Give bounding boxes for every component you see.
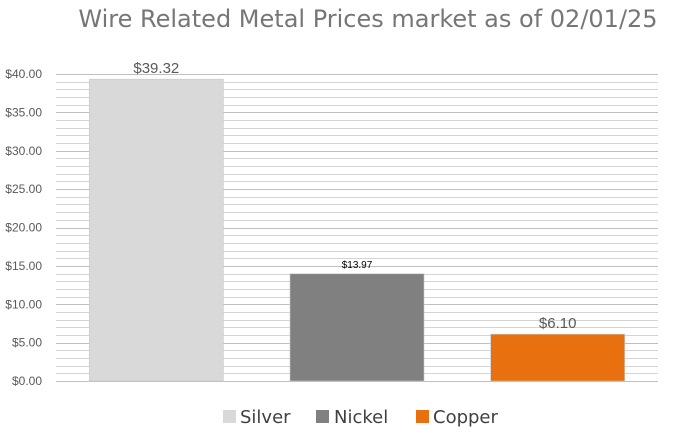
bars — [89, 78, 625, 382]
data-label-copper: $6.10 — [539, 315, 577, 332]
y-tick-label: $35.00 — [5, 105, 42, 119]
data-label-silver: $39.32 — [133, 60, 179, 77]
legend-label-nickel: Nickel — [334, 407, 388, 428]
legend-label-silver: Silver — [240, 407, 291, 428]
legend-label-copper: Copper — [433, 407, 499, 428]
data-label-nickel: $13.97 — [342, 260, 373, 271]
chart-title: Wire Related Metal Prices market as of 0… — [78, 5, 657, 33]
y-tick-label: $10.00 — [5, 297, 42, 311]
y-tick-label: $30.00 — [5, 144, 42, 158]
y-tick-label: $0.00 — [12, 374, 42, 388]
y-tick-label: $40.00 — [5, 67, 42, 81]
y-tick-label: $5.00 — [12, 336, 42, 350]
legend-swatch-silver — [223, 410, 236, 423]
legend-swatch-nickel — [316, 410, 329, 423]
bar-silver — [89, 78, 224, 382]
bar-nickel — [289, 273, 425, 382]
data-labels: $39.32 $13.97 $6.10 — [133, 60, 576, 332]
y-axis-ticks: $0.00 $5.00 $10.00 $15.00 $20.00 $25.00 $30.00… — [5, 67, 42, 388]
legend: Silver Nickel Copper — [223, 407, 499, 428]
legend-swatch-copper — [416, 410, 429, 423]
y-tick-label: $20.00 — [5, 221, 42, 235]
y-tick-label: $15.00 — [5, 259, 42, 273]
bar-copper — [490, 333, 625, 382]
y-tick-label: $25.00 — [5, 182, 42, 196]
